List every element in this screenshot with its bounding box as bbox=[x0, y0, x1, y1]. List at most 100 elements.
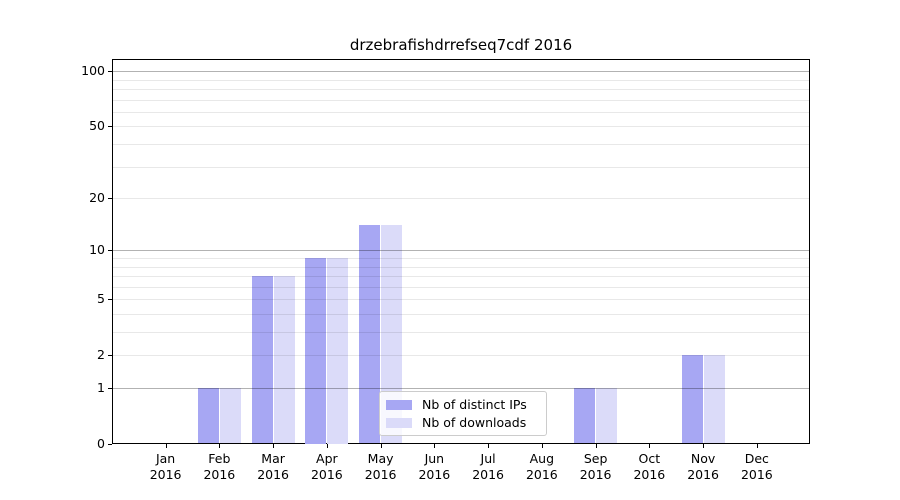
bar-distinct-ips bbox=[681, 355, 703, 444]
bar-distinct-ips bbox=[305, 258, 327, 444]
x-tick-year: 2016 bbox=[310, 467, 343, 482]
x-tick-label: Sep 2016 bbox=[566, 451, 626, 483]
x-tick-label: May 2016 bbox=[351, 451, 411, 483]
x-tick-label: Apr 2016 bbox=[297, 451, 357, 483]
x-tick-year: 2016 bbox=[472, 467, 504, 482]
y-tick-mark bbox=[108, 71, 112, 73]
y-tick-mark bbox=[108, 388, 112, 389]
x-tick-month: Feb bbox=[208, 451, 231, 466]
y-tick-mark bbox=[108, 198, 112, 200]
x-tick-label: Oct 2016 bbox=[619, 451, 679, 483]
gridline-minor bbox=[113, 111, 809, 113]
x-tick-label: Jan 2016 bbox=[136, 451, 196, 483]
legend-label-distinct-ips: Nb of distinct IPs bbox=[422, 397, 527, 412]
plot-area bbox=[112, 59, 810, 444]
gridline-minor bbox=[113, 313, 809, 315]
gridline-major bbox=[113, 71, 809, 73]
x-tick-mark bbox=[541, 443, 543, 448]
x-tick-year: 2016 bbox=[364, 467, 397, 482]
y-tick-label: 2 bbox=[97, 347, 105, 363]
gridline-minor bbox=[113, 266, 809, 268]
x-tick-month: May bbox=[367, 451, 394, 466]
gridline-minor bbox=[113, 286, 809, 288]
x-tick-mark bbox=[756, 443, 758, 448]
gridline-minor bbox=[113, 258, 809, 259]
y-tick-label: 100 bbox=[81, 63, 105, 79]
x-tick-year: 2016 bbox=[418, 467, 451, 482]
x-tick-year: 2016 bbox=[525, 467, 558, 482]
y-tick-label: 50 bbox=[89, 118, 105, 134]
x-tick-label: Nov 2016 bbox=[673, 451, 733, 483]
gridline-minor bbox=[113, 99, 809, 101]
bar-distinct-ips bbox=[197, 388, 219, 444]
x-tick-mark bbox=[595, 443, 597, 448]
bar-downloads bbox=[596, 388, 618, 444]
x-tick-mark bbox=[649, 443, 651, 448]
gridline-minor bbox=[113, 299, 809, 301]
x-tick-year: 2016 bbox=[740, 467, 773, 482]
legend: Nb of distinct IPs Nb of downloads bbox=[379, 391, 547, 436]
x-tick-month: Jul bbox=[480, 451, 496, 466]
y-tick-label: 5 bbox=[97, 291, 105, 307]
y-tick-label: 20 bbox=[89, 190, 105, 206]
x-tick-month: Aug bbox=[529, 451, 555, 466]
gridline-minor bbox=[113, 355, 809, 357]
gridline-major bbox=[113, 388, 809, 389]
x-tick-year: 2016 bbox=[203, 467, 236, 482]
gridline-minor bbox=[113, 79, 809, 81]
y-tick-label: 0 bbox=[97, 436, 105, 451]
x-tick-year: 2016 bbox=[579, 467, 612, 482]
x-tick-mark bbox=[165, 443, 167, 448]
x-tick-label: Jul 2016 bbox=[458, 451, 518, 483]
gridline-minor bbox=[113, 166, 809, 168]
bar-downloads bbox=[327, 258, 349, 444]
x-tick-label: Feb 2016 bbox=[189, 451, 249, 483]
x-tick-mark bbox=[434, 443, 436, 448]
y-tick-mark bbox=[108, 250, 112, 252]
x-tick-month: Nov bbox=[690, 451, 716, 466]
y-tick-mark bbox=[108, 444, 112, 445]
bar-distinct-ips bbox=[251, 276, 273, 444]
x-tick-month: Apr bbox=[316, 451, 338, 466]
x-tick-month: Jun bbox=[424, 451, 445, 466]
x-tick-month: Oct bbox=[638, 451, 661, 466]
gridline-minor bbox=[113, 198, 809, 200]
x-tick-mark bbox=[273, 443, 275, 448]
legend-item-downloads: Nb of downloads bbox=[386, 415, 540, 430]
gridline-major bbox=[113, 250, 809, 252]
y-tick-label: 1 bbox=[97, 380, 105, 395]
x-tick-month: Mar bbox=[261, 451, 285, 466]
x-tick-year: 2016 bbox=[687, 467, 719, 482]
x-tick-mark bbox=[380, 443, 382, 448]
bar-downloads bbox=[273, 276, 295, 444]
y-tick-mark bbox=[108, 299, 112, 301]
x-tick-mark bbox=[326, 443, 328, 448]
gridline-minor bbox=[113, 126, 809, 128]
gridline-minor bbox=[113, 332, 809, 334]
x-tick-month: Dec bbox=[744, 451, 769, 466]
legend-item-distinct-ips: Nb of distinct IPs bbox=[386, 397, 540, 412]
legend-label-downloads: Nb of downloads bbox=[422, 415, 527, 430]
x-tick-year: 2016 bbox=[149, 467, 182, 482]
y-tick-label: 10 bbox=[89, 242, 105, 258]
x-tick-month: Sep bbox=[583, 451, 608, 466]
legend-swatch-distinct-ips bbox=[386, 399, 412, 410]
x-tick-label: Jun 2016 bbox=[404, 451, 464, 483]
chart-title: drzebrafishdrrefseq7cdf 2016 bbox=[349, 36, 573, 54]
bar-downloads bbox=[703, 355, 725, 444]
legend-swatch-downloads bbox=[386, 417, 412, 428]
x-tick-year: 2016 bbox=[633, 467, 666, 482]
x-tick-mark bbox=[488, 443, 490, 448]
x-tick-month: Jan bbox=[155, 451, 176, 466]
x-tick-label: Dec 2016 bbox=[727, 451, 787, 483]
bar-downloads bbox=[219, 388, 241, 444]
x-tick-mark bbox=[219, 443, 221, 448]
x-tick-label: Aug 2016 bbox=[512, 451, 572, 483]
gridline-minor bbox=[113, 89, 809, 91]
bar-distinct-ips bbox=[359, 225, 381, 444]
x-tick-mark bbox=[703, 443, 705, 448]
gridline-minor bbox=[113, 144, 809, 146]
y-tick-mark bbox=[108, 126, 112, 128]
y-tick-mark bbox=[108, 355, 112, 357]
